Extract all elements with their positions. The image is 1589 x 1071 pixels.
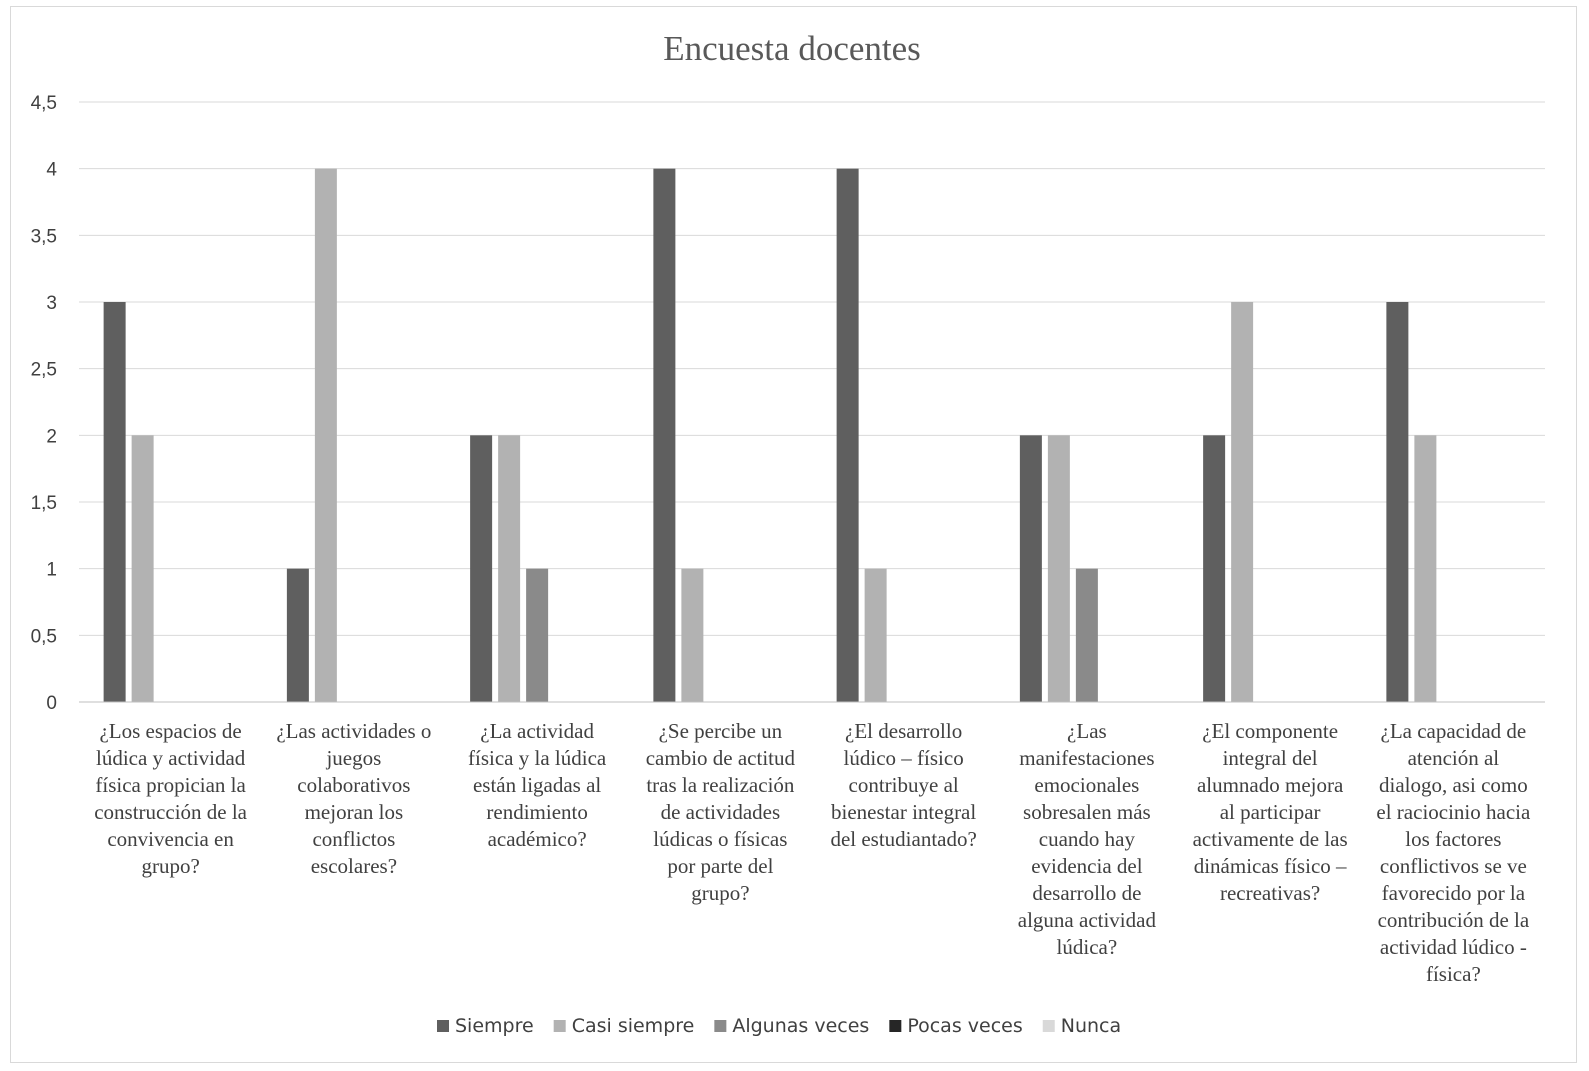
y-tick-label: 3 xyxy=(46,293,57,314)
category-label: ¿El componente integral del alumnado mejor… xyxy=(1193,719,1348,905)
category-label: ¿Se percibe un cambio de actitud tras la r… xyxy=(646,719,796,905)
legend-item: Nunca xyxy=(1042,1015,1121,1037)
legend-label: Casi siempre xyxy=(572,1015,695,1037)
bar-casi-siempre xyxy=(1047,435,1070,702)
category-label: ¿La capacidad de atención al dialogo, asi … xyxy=(1376,719,1531,986)
legend-swatch xyxy=(437,1020,449,1032)
legend-item: Siempre xyxy=(437,1015,534,1037)
bar-algunas-veces xyxy=(526,568,549,702)
y-tick-label: 2 xyxy=(46,426,57,447)
bar-casi-siempre xyxy=(681,568,704,702)
chart-area xyxy=(10,6,1577,1063)
category-label: ¿Las manifestaciones emocionales sobresalen… xyxy=(1018,719,1157,959)
legend-swatch xyxy=(1042,1020,1055,1032)
legend-swatch xyxy=(889,1020,902,1032)
bar-casi-siempre xyxy=(498,435,521,702)
bar-siempre xyxy=(836,168,859,702)
legend-label: Nunca xyxy=(1061,1015,1121,1037)
category-label: ¿Las actividades o juegos colaborativos mej… xyxy=(276,719,431,878)
y-tick-label: 1,5 xyxy=(31,493,57,514)
legend-label: Pocas veces xyxy=(907,1015,1022,1037)
y-tick-label: 0 xyxy=(46,693,57,714)
y-tick-label: 1 xyxy=(46,560,57,581)
chart-title: Encuesta docentes xyxy=(663,29,921,68)
bar-casi-siempre xyxy=(1414,435,1437,702)
category-label: ¿El desarrollo lúdico – físico contribuye … xyxy=(830,719,976,851)
y-tick-label: 3,5 xyxy=(31,226,57,247)
bar-siempre xyxy=(470,435,493,702)
category-label: ¿Los espacios de lúdica y actividad física… xyxy=(94,719,247,878)
bar-siempre xyxy=(286,568,309,702)
bar-siempre xyxy=(103,302,126,702)
gridlines xyxy=(79,101,1545,636)
y-tick-label: 2,5 xyxy=(31,360,57,381)
bar-casi-siempre xyxy=(1231,302,1254,702)
legend-swatch xyxy=(714,1020,727,1032)
legend-label: Siempre xyxy=(455,1015,534,1037)
y-tick-label: 0,5 xyxy=(31,626,57,647)
bar-siempre xyxy=(653,168,676,702)
bar-siempre xyxy=(1019,435,1042,702)
bar-siempre xyxy=(1203,435,1226,702)
bar-siempre xyxy=(1386,302,1409,702)
bar-casi-siempre xyxy=(131,435,154,702)
y-tick-label: 4,5 xyxy=(31,93,57,114)
legend-swatch xyxy=(553,1020,566,1032)
legend-item: Casi siempre xyxy=(553,1015,695,1037)
bar-algunas-veces xyxy=(1075,568,1098,702)
legend-label: Algunas veces xyxy=(732,1015,869,1037)
bar-casi-siempre xyxy=(314,168,337,702)
category-labels: ¿Los espacios de lúdica y actividad física… xyxy=(94,719,1531,986)
category-label: ¿La actividad física y la lúdica están lig… xyxy=(468,719,607,851)
bars xyxy=(103,168,1437,702)
y-axis-ticks: 0 0,5 1 1,5 2 2,5 3 3,5 4 4,5 xyxy=(31,93,58,714)
legend-item: Pocas veces xyxy=(889,1015,1023,1037)
y-tick-label: 4 xyxy=(46,160,57,181)
bar-casi-siempre xyxy=(864,568,887,702)
legend: Siempre Casi siempre Algunas veces Pocas ve… xyxy=(437,1015,1121,1037)
legend-item: Algunas veces xyxy=(714,1015,869,1037)
